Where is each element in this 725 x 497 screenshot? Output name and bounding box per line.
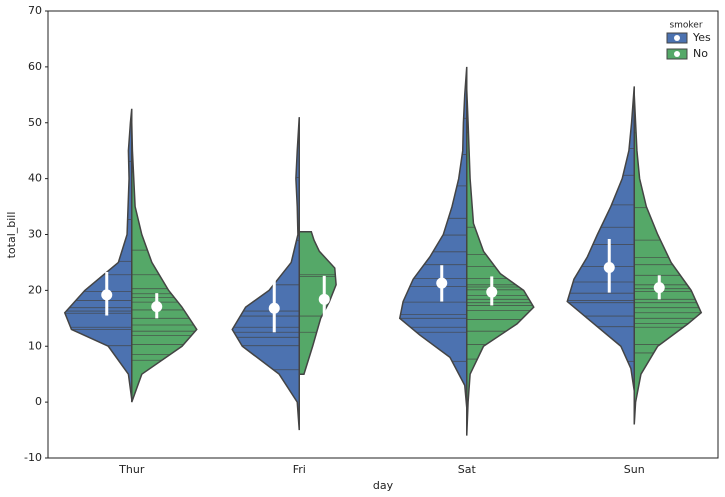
x-axis-label: day <box>373 479 394 492</box>
legend-label: No <box>693 47 708 60</box>
mean-point <box>653 282 665 294</box>
violin-half <box>566 86 635 392</box>
y-tick-label: 50 <box>28 116 42 129</box>
x-tick-label: Thur <box>118 463 145 476</box>
mean-point <box>101 289 113 301</box>
x-tick-label: Sun <box>624 463 645 476</box>
mean-point <box>436 277 448 289</box>
legend-title: smoker <box>669 21 702 31</box>
y-tick-label: 40 <box>28 172 42 185</box>
violin-half <box>398 66 468 408</box>
violin-half <box>231 117 300 431</box>
mean-point <box>603 261 615 273</box>
mean-point <box>151 301 163 313</box>
x-tick-label: Fri <box>293 463 306 476</box>
y-tick-label: 0 <box>35 395 42 408</box>
violin-half <box>298 230 337 375</box>
y-tick-label: 30 <box>28 228 42 241</box>
y-tick-label: 70 <box>28 4 42 17</box>
legend-dot <box>674 35 680 41</box>
y-tick-label: -10 <box>24 451 42 464</box>
y-axis-label: total_bill <box>5 212 18 259</box>
mean-point <box>318 293 330 305</box>
mean-point <box>486 286 498 298</box>
x-tick-label: Sat <box>458 463 477 476</box>
violin-half <box>63 108 133 400</box>
y-tick-label: 20 <box>28 283 42 296</box>
violin-half <box>633 94 703 425</box>
legend-dot <box>674 51 680 57</box>
violin-half <box>131 122 198 403</box>
legend-label: Yes <box>692 31 711 44</box>
violin-half <box>466 89 535 436</box>
y-tick-label: 60 <box>28 60 42 73</box>
mean-point <box>268 302 280 314</box>
y-tick-label: 10 <box>28 339 42 352</box>
